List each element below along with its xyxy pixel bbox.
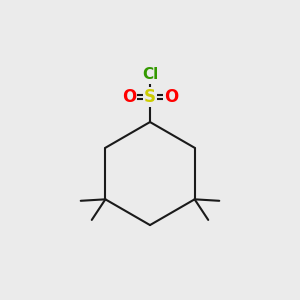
Text: O: O (164, 88, 178, 106)
Text: O: O (122, 88, 136, 106)
Text: Cl: Cl (142, 68, 158, 82)
Text: S: S (144, 88, 156, 106)
